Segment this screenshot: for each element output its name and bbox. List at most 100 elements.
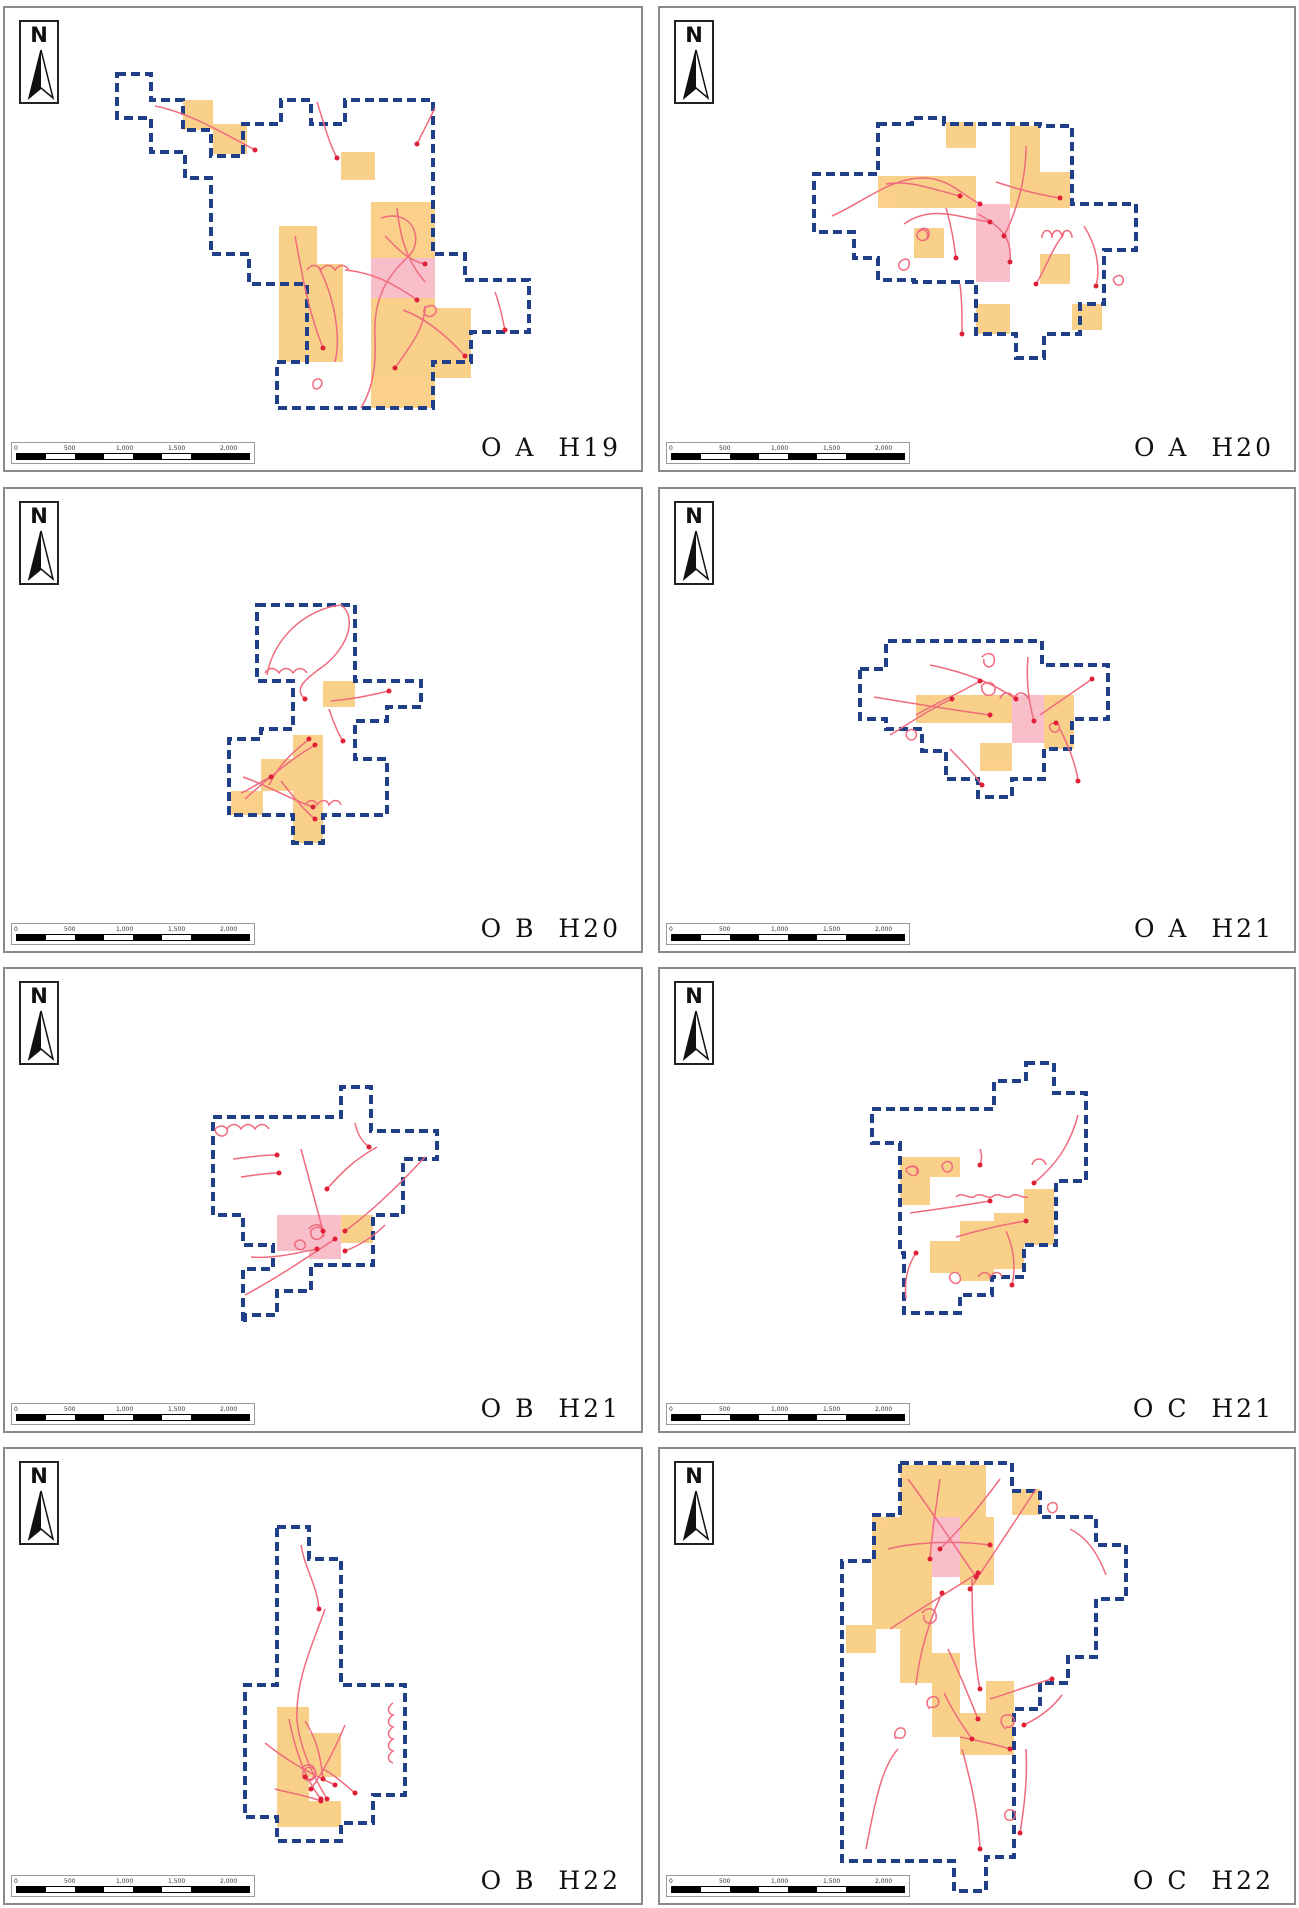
scale-tick-label: 1,500 xyxy=(168,1406,186,1413)
year-code: H22 xyxy=(1211,1866,1274,1895)
map-area xyxy=(227,603,423,845)
scale-tick-label: 2,000 xyxy=(875,1406,893,1413)
scale-tick-label: 0 xyxy=(14,926,18,933)
scale-tick-label: 0 xyxy=(14,1406,18,1413)
site-code: O C xyxy=(1132,1394,1190,1423)
north-letter: N xyxy=(685,984,703,1008)
scale-bar: 0 500 1,000 1,500 2,000 xyxy=(666,1875,910,1897)
north-arrow-icon xyxy=(682,530,710,581)
north-arrow: N xyxy=(19,981,59,1065)
scale-tick-label: 500 xyxy=(719,926,731,933)
panel-label: O B H21 xyxy=(481,1394,621,1423)
north-arrow: N xyxy=(674,1461,714,1545)
scale-tick-label: 1,500 xyxy=(168,445,186,452)
site-code: O A xyxy=(1133,433,1190,462)
scale-tick-label: 2,000 xyxy=(220,926,238,933)
north-arrow-icon xyxy=(682,1490,710,1541)
north-letter: N xyxy=(685,1464,703,1488)
north-letter: N xyxy=(685,23,703,47)
scale-tick-label: 500 xyxy=(64,1406,76,1413)
map-panel: N 0 500 1,000 1,500 2,000 O A H20 xyxy=(658,6,1296,472)
panel-label: O B H22 xyxy=(481,1866,621,1895)
panel-label: O A H19 xyxy=(481,433,621,462)
map-area xyxy=(211,1085,439,1325)
scale-tick-label: 500 xyxy=(64,926,76,933)
scale-tick-label: 2,000 xyxy=(875,926,893,933)
scale-tick-label: 0 xyxy=(14,445,18,452)
panel-label: O C H21 xyxy=(1133,1394,1274,1423)
site-code: O A xyxy=(480,433,537,462)
year-code: H19 xyxy=(558,433,621,462)
north-arrow: N xyxy=(674,501,714,585)
north-arrow-icon xyxy=(27,1490,55,1541)
map-area xyxy=(840,1461,1128,1893)
north-arrow-icon xyxy=(27,49,55,100)
north-arrow-icon xyxy=(682,1010,710,1061)
scale-bar: 0 500 1,000 1,500 2,000 xyxy=(666,923,910,945)
map-area xyxy=(858,639,1110,799)
scale-tick-label: 1,000 xyxy=(116,1406,134,1413)
year-code: H21 xyxy=(558,1394,621,1423)
north-letter: N xyxy=(30,984,48,1008)
panel-label: O A H21 xyxy=(1134,914,1274,943)
scale-tick-label: 0 xyxy=(669,445,673,452)
scale-tick-label: 1,500 xyxy=(168,1878,186,1885)
map-area xyxy=(115,72,531,410)
north-arrow: N xyxy=(19,20,59,104)
north-arrow-icon xyxy=(682,49,710,100)
north-letter: N xyxy=(30,23,48,47)
map-panel: N 0 500 1,000 1,500 2,000 O A H19 xyxy=(3,6,643,472)
north-arrow: N xyxy=(674,20,714,104)
map-area xyxy=(243,1525,407,1843)
site-code: O B xyxy=(480,1866,537,1895)
north-letter: N xyxy=(30,1464,48,1488)
scale-tick-label: 2,000 xyxy=(220,445,238,452)
scale-tick-label: 0 xyxy=(669,926,673,933)
scale-tick-label: 1,500 xyxy=(823,1406,841,1413)
scale-tick-label: 500 xyxy=(64,1878,76,1885)
scale-bar: 0 500 1,000 1,500 2,000 xyxy=(666,442,910,464)
scale-tick-label: 0 xyxy=(669,1406,673,1413)
map-panel: N 0 500 1,000 1,500 2,000 O B H20 xyxy=(3,487,643,953)
scale-tick-label: 1,000 xyxy=(116,445,134,452)
scale-tick-label: 500 xyxy=(719,445,731,452)
scale-bar: 0 500 1,000 1,500 2,000 xyxy=(11,442,255,464)
scale-tick-label: 0 xyxy=(669,1878,673,1885)
scale-tick-label: 1,000 xyxy=(771,926,789,933)
scale-tick-label: 1,000 xyxy=(116,926,134,933)
year-code: H21 xyxy=(1211,914,1274,943)
map-area xyxy=(812,116,1138,360)
north-arrow-icon xyxy=(27,1010,55,1061)
north-letter: N xyxy=(685,504,703,528)
scale-tick-label: 2,000 xyxy=(875,1878,893,1885)
map-panel: N 0 500 1,000 1,500 2,000 O C H22 xyxy=(658,1447,1296,1905)
site-code: O B xyxy=(480,914,537,943)
year-code: H22 xyxy=(558,1866,621,1895)
map-panel: N 0 500 1,000 1,500 2,000 O A H21 xyxy=(658,487,1296,953)
scale-tick-label: 0 xyxy=(14,1878,18,1885)
panel-label: O A H20 xyxy=(1134,433,1274,462)
year-code: H20 xyxy=(558,914,621,943)
site-code: O A xyxy=(1133,914,1190,943)
year-code: H21 xyxy=(1211,1394,1274,1423)
map-panel: N 0 500 1,000 1,500 2,000 O B H22 xyxy=(3,1447,643,1905)
scale-tick-label: 500 xyxy=(719,1406,731,1413)
scale-tick-label: 1,500 xyxy=(823,1878,841,1885)
site-code: O B xyxy=(480,1394,537,1423)
scale-tick-label: 1,000 xyxy=(771,1406,789,1413)
site-code: O C xyxy=(1132,1866,1190,1895)
scale-tick-label: 2,000 xyxy=(220,1878,238,1885)
map-area xyxy=(870,1061,1088,1315)
scale-bar: 0 500 1,000 1,500 2,000 xyxy=(11,1403,255,1425)
scale-tick-label: 1,000 xyxy=(771,1878,789,1885)
scale-tick-label: 2,000 xyxy=(875,445,893,452)
scale-tick-label: 1,500 xyxy=(168,926,186,933)
panel-label: O C H22 xyxy=(1133,1866,1274,1895)
north-letter: N xyxy=(30,504,48,528)
scale-tick-label: 1,000 xyxy=(116,1878,134,1885)
scale-tick-label: 1,500 xyxy=(823,445,841,452)
scale-tick-label: 1,000 xyxy=(771,445,789,452)
north-arrow: N xyxy=(674,981,714,1065)
panel-label: O B H20 xyxy=(481,914,621,943)
scale-tick-label: 1,500 xyxy=(823,926,841,933)
